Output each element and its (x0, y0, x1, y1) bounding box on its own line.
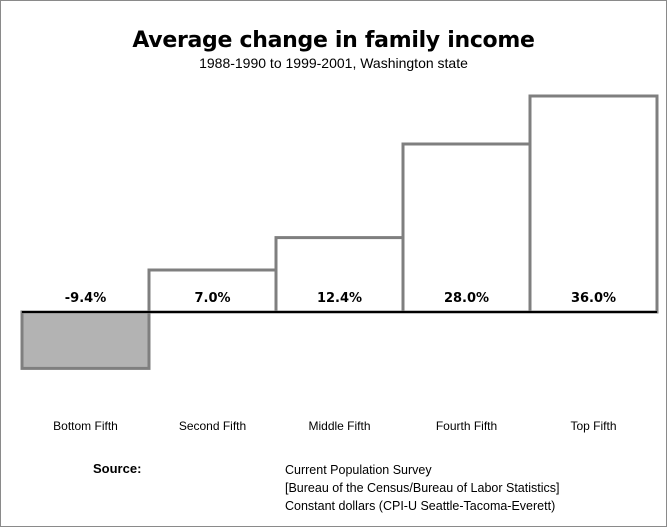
source-line: [Bureau of the Census/Bureau of Labor St… (285, 481, 560, 495)
data-label: -9.4% (65, 291, 106, 306)
data-label: 12.4% (317, 291, 362, 306)
source-line: Constant dollars (CPI-U Seattle-Tacoma-E… (285, 499, 556, 513)
chart-subtitle: 1988-1990 to 1999-2001, Washington state (199, 55, 468, 71)
bar (20, 310, 151, 370)
source-line: Current Population Survey (285, 463, 432, 477)
category-label: Second Fifth (179, 419, 246, 433)
bar (401, 142, 532, 314)
category-label: Bottom Fifth (53, 419, 118, 433)
data-label: 36.0% (571, 291, 616, 306)
category-label: Top Fifth (570, 419, 616, 433)
source-lines: Current Population Survey [Bureau of the… (285, 461, 559, 515)
source-label: Source: (93, 461, 142, 476)
category-label: Middle Fifth (308, 419, 370, 433)
bar (528, 94, 659, 314)
chart-title: Average change in family income (132, 28, 535, 53)
data-label: 7.0% (194, 291, 230, 306)
data-label: 28.0% (444, 291, 489, 306)
category-label: Fourth Fifth (436, 419, 497, 433)
